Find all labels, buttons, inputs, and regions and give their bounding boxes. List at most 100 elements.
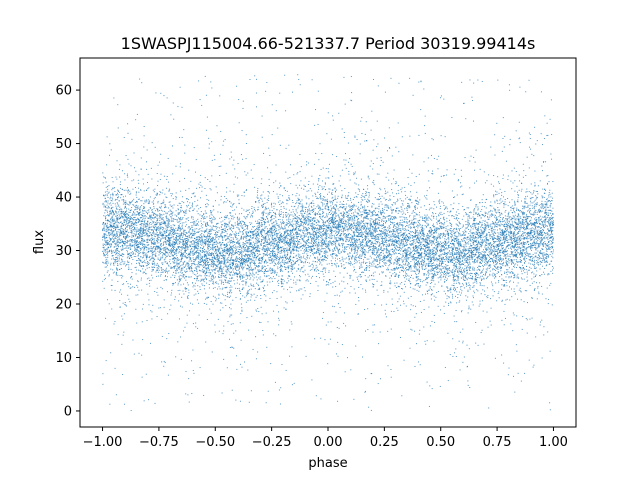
- scatter-point: [178, 221, 180, 223]
- scatter-point: [123, 200, 125, 202]
- scatter-point: [406, 196, 408, 198]
- scatter-point: [442, 256, 444, 258]
- scatter-point: [219, 241, 221, 243]
- scatter-point: [292, 220, 294, 222]
- scatter-point: [124, 242, 126, 244]
- scatter-point: [111, 251, 113, 253]
- scatter-point: [400, 239, 402, 241]
- scatter-point: [494, 266, 496, 268]
- scatter-point: [387, 291, 389, 293]
- scatter-point: [249, 235, 251, 237]
- scatter-point: [494, 277, 496, 279]
- scatter-point: [156, 233, 158, 235]
- scatter-point: [441, 227, 443, 229]
- scatter-point: [184, 212, 186, 214]
- scatter-point: [194, 201, 196, 203]
- scatter-point: [388, 245, 390, 247]
- scatter-point: [283, 263, 285, 265]
- scatter-point: [465, 242, 467, 244]
- scatter-point: [475, 206, 477, 208]
- scatter-point: [468, 222, 470, 224]
- scatter-point: [108, 220, 110, 222]
- scatter-point: [313, 235, 315, 237]
- scatter-point: [548, 243, 550, 245]
- scatter-point: [449, 275, 451, 277]
- scatter-point: [406, 255, 408, 257]
- scatter-point: [237, 224, 239, 226]
- scatter-point: [312, 230, 314, 232]
- scatter-point: [441, 236, 443, 238]
- scatter-point: [346, 215, 348, 217]
- scatter-point: [436, 292, 438, 294]
- scatter-point: [411, 274, 412, 276]
- scatter-point: [175, 227, 177, 229]
- scatter-point: [445, 269, 447, 271]
- scatter-point: [500, 270, 502, 272]
- scatter-point: [461, 249, 463, 251]
- scatter-point: [502, 234, 504, 236]
- scatter-point: [131, 138, 133, 140]
- scatter-point: [357, 221, 359, 223]
- scatter-point: [408, 183, 410, 185]
- scatter-point: [283, 239, 285, 241]
- scatter-point: [530, 210, 532, 212]
- scatter-point: [112, 232, 114, 234]
- scatter-point: [476, 245, 478, 247]
- scatter-point: [148, 399, 150, 401]
- scatter-point: [148, 211, 150, 213]
- scatter-point: [407, 297, 409, 299]
- scatter-point: [118, 258, 120, 260]
- scatter-point: [162, 242, 164, 244]
- scatter-point: [207, 247, 209, 249]
- scatter-point: [398, 253, 400, 255]
- scatter-point: [112, 257, 114, 259]
- scatter-point: [192, 262, 194, 264]
- scatter-point: [401, 256, 403, 258]
- scatter-point: [341, 222, 343, 224]
- scatter-point: [145, 161, 147, 163]
- scatter-point: [171, 229, 173, 231]
- scatter-point: [129, 252, 131, 254]
- scatter-point: [298, 228, 300, 230]
- scatter-point: [431, 254, 433, 256]
- scatter-point: [349, 158, 351, 160]
- scatter-point: [199, 253, 201, 255]
- scatter-point: [240, 238, 242, 240]
- scatter-point: [513, 255, 515, 257]
- scatter-point: [418, 273, 420, 275]
- scatter-point: [405, 248, 407, 250]
- scatter-point: [276, 245, 278, 247]
- scatter-point: [314, 212, 316, 214]
- scatter-point: [398, 185, 400, 187]
- scatter-point: [216, 125, 218, 127]
- scatter-point: [372, 230, 374, 232]
- scatter-point: [443, 246, 445, 248]
- scatter-point: [105, 249, 107, 251]
- scatter-point: [463, 237, 465, 239]
- scatter-point: [448, 250, 450, 252]
- scatter-point: [493, 259, 495, 261]
- scatter-point: [305, 250, 307, 252]
- scatter-point: [314, 256, 316, 258]
- scatter-point: [129, 228, 131, 230]
- scatter-point: [511, 252, 513, 254]
- scatter-point: [462, 240, 464, 242]
- scatter-point: [384, 227, 386, 229]
- scatter-point: [528, 132, 530, 134]
- scatter-point: [229, 290, 231, 292]
- scatter-point: [287, 219, 289, 221]
- scatter-point: [313, 227, 315, 229]
- scatter-point: [266, 251, 268, 253]
- scatter-point: [351, 220, 353, 222]
- scatter-point: [496, 246, 498, 248]
- scatter-point: [408, 230, 410, 232]
- scatter-point: [116, 220, 118, 222]
- scatter-point: [257, 194, 259, 196]
- scatter-point: [322, 230, 324, 232]
- scatter-point: [326, 229, 328, 231]
- scatter-point: [510, 288, 512, 290]
- scatter-point: [399, 238, 401, 240]
- scatter-point: [244, 223, 246, 225]
- scatter-point: [423, 260, 425, 262]
- scatter-point: [474, 258, 476, 260]
